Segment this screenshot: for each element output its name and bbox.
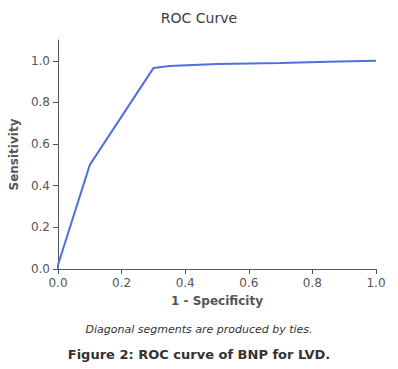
svg-text:0.4: 0.4 — [176, 276, 195, 290]
svg-text:ROC Curve: ROC Curve — [161, 10, 237, 26]
svg-text:0.2: 0.2 — [31, 220, 50, 234]
svg-text:0.0: 0.0 — [31, 262, 50, 276]
svg-text:0.2: 0.2 — [112, 276, 131, 290]
svg-text:0.8: 0.8 — [31, 95, 50, 109]
svg-text:Sensitivity: Sensitivity — [7, 118, 21, 190]
svg-text:Diagonal segments are produced: Diagonal segments are produced by ties. — [85, 323, 312, 336]
svg-text:0.8: 0.8 — [303, 276, 322, 290]
svg-text:1.0: 1.0 — [366, 276, 385, 290]
svg-text:0.0: 0.0 — [48, 276, 67, 290]
svg-text:0.4: 0.4 — [31, 179, 50, 193]
svg-text:1.0: 1.0 — [31, 54, 50, 68]
svg-text:1 - Specificity: 1 - Specificity — [171, 294, 263, 308]
svg-text:Figure 2: ROC curve of BNP for: Figure 2: ROC curve of BNP for LVD. — [68, 347, 331, 362]
svg-text:0.6: 0.6 — [239, 276, 258, 290]
svg-text:0.6: 0.6 — [31, 137, 50, 151]
